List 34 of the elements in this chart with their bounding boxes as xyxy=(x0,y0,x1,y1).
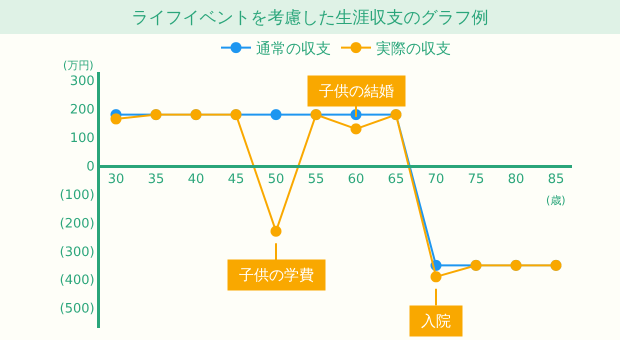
y-tick-label: 0 xyxy=(86,159,95,174)
point xyxy=(270,226,282,237)
x-tick-label: 60 xyxy=(348,172,364,188)
x-axis-title: (歳) xyxy=(546,194,566,207)
point xyxy=(270,109,282,120)
point xyxy=(110,113,122,124)
point xyxy=(350,123,362,134)
x-tick-label: 55 xyxy=(308,172,324,188)
x-tick-label: 45 xyxy=(228,172,244,188)
y-tick-label: 200 xyxy=(70,102,95,118)
x-tick-label: 85 xyxy=(548,172,564,188)
x-tick-label: 35 xyxy=(148,172,164,188)
x-tick-label: 75 xyxy=(468,172,484,188)
y-tick-label: 100 xyxy=(70,130,95,146)
y-tick-label: (200) xyxy=(60,216,95,232)
point xyxy=(430,271,442,282)
y-axis-title: (万円) xyxy=(63,59,94,72)
x-tick-label: 50 xyxy=(268,172,284,188)
annotation: 子供の学費 xyxy=(234,266,319,284)
x-tick-label: 30 xyxy=(108,172,124,188)
x-tick-label: 70 xyxy=(428,172,444,188)
chart-title: ライフイベントを考慮した生涯収支のグラフ例 xyxy=(132,8,488,28)
y-tick-label: (400) xyxy=(60,273,95,288)
annotation: 子供の結婚 xyxy=(314,82,399,100)
x-tick-label: 40 xyxy=(188,172,204,188)
y-tick-label: 300 xyxy=(70,74,95,90)
y-tick-label: (500) xyxy=(60,302,95,317)
y-tick-label: (300) xyxy=(60,244,95,260)
legend-label: 通常の収支 xyxy=(256,39,331,58)
x-tick-label: 80 xyxy=(508,172,524,188)
y-tick-label: (100) xyxy=(60,188,95,203)
x-tick-label: 65 xyxy=(388,172,404,188)
annotation: 入院 xyxy=(416,312,456,330)
legend-label: 実際の収支 xyxy=(376,39,451,58)
